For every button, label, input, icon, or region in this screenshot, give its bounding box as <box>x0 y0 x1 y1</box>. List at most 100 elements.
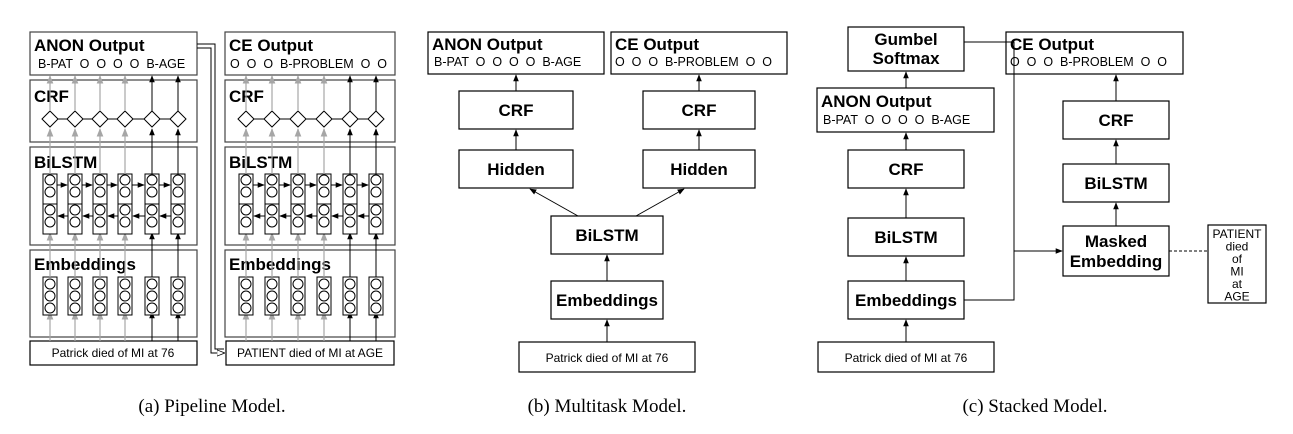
crf-node <box>237 110 255 128</box>
stacked-bilstm-label: BiLSTM <box>874 228 937 247</box>
lstm-unit <box>69 186 81 198</box>
stacked-connector-embeddings-masked <box>964 251 1015 301</box>
side-word: at <box>1232 277 1243 291</box>
stacked-ce-crf-label: CRF <box>1099 111 1134 130</box>
lstm-unit <box>94 204 106 216</box>
embedding-unit <box>119 278 131 290</box>
lstm-unit <box>370 204 382 216</box>
multitask-anon-hidden-label: Hidden <box>487 160 545 179</box>
lstm-unit <box>266 186 278 198</box>
stacked-ce-output-title: CE Output <box>1010 35 1094 54</box>
stacked-ce-bilstm-label: BiLSTM <box>1084 174 1147 193</box>
crf-node <box>41 110 59 128</box>
stacked-embeddings-label: Embeddings <box>855 291 957 310</box>
stacked-caption: (c) Stacked Model. <box>962 396 1107 417</box>
lstm-unit <box>292 186 304 198</box>
lstm-unit <box>44 216 56 228</box>
lstm-unit <box>44 174 56 186</box>
stacked-masked-line2: Embedding <box>1070 252 1163 271</box>
crf-node <box>66 110 84 128</box>
crf-node <box>116 110 134 128</box>
crf-node <box>341 110 359 128</box>
lstm-unit <box>344 216 356 228</box>
crf-node <box>367 110 385 128</box>
multitask-embeddings-label: Embeddings <box>556 291 658 310</box>
pipeline-anon-to-masked-connector <box>197 47 224 353</box>
lstm-unit <box>240 216 252 228</box>
embedding-unit <box>318 278 330 290</box>
lstm-unit <box>240 204 252 216</box>
embedding-unit <box>344 302 356 314</box>
stacked-input-text: Patrick died of MI at 76 <box>845 351 968 365</box>
lstm-unit <box>44 186 56 198</box>
embedding-unit <box>172 290 184 302</box>
pipeline-crf-label: CRF <box>34 87 69 106</box>
multitask-embeddings-box <box>550 280 664 320</box>
pipeline-anon-output-labels: B-PAT O O O O B-AGE <box>38 57 185 71</box>
crf-node <box>315 110 333 128</box>
stacked-model: Gumbel Softmax ANON Output B-PAT O O O O… <box>816 26 1267 417</box>
embedding-unit <box>266 302 278 314</box>
crf-node <box>263 110 281 128</box>
multitask-bilstm-label: BiLSTM <box>575 226 638 245</box>
lstm-unit <box>318 216 330 228</box>
stacked-anon-output-title: ANON Output <box>821 92 932 111</box>
pipeline-masked-input-text: PATIENT died of MI at AGE <box>237 346 383 360</box>
lstm-unit <box>69 204 81 216</box>
lstm-unit <box>94 216 106 228</box>
embedding-unit <box>240 302 252 314</box>
lstm-unit <box>172 216 184 228</box>
pipeline-ce-output-title: CE Output <box>229 36 313 55</box>
multitask-input-box <box>518 341 696 373</box>
side-word: MI <box>1230 265 1243 279</box>
embedding-unit <box>69 302 81 314</box>
stacked-ce-output-labels: O O O B-PROBLEM O O <box>1010 55 1167 69</box>
embedding-unit <box>344 290 356 302</box>
multitask-ce-crf-label: CRF <box>682 101 717 120</box>
lstm-unit <box>44 204 56 216</box>
lstm-unit <box>370 216 382 228</box>
crf-node <box>143 110 161 128</box>
embedding-unit <box>172 278 184 290</box>
stacked-bilstm-box <box>847 217 965 257</box>
pipeline-ce-output-labels: O O O B-PROBLEM O O <box>230 57 387 71</box>
lstm-unit <box>318 204 330 216</box>
stacked-gumbel-box <box>847 26 965 72</box>
lstm-unit <box>370 186 382 198</box>
pipeline-ce-stack <box>237 75 385 341</box>
lstm-unit <box>94 174 106 186</box>
multitask-anon-hidden-box <box>458 149 574 189</box>
lstm-unit <box>146 186 158 198</box>
multitask-anon-crf-box <box>458 90 574 130</box>
stacked-gumbel-line1: Gumbel <box>874 30 937 49</box>
pipeline-caption: (a) Pipeline Model. <box>138 396 285 417</box>
crf-node <box>289 110 307 128</box>
crf-node <box>91 110 109 128</box>
lstm-unit <box>119 216 131 228</box>
lstm-unit <box>292 216 304 228</box>
multitask-ce-hidden-box <box>642 149 756 189</box>
pipeline-anon-output-panel <box>29 31 198 76</box>
pipeline-embeddings-panel <box>29 249 198 338</box>
embedding-unit <box>344 278 356 290</box>
multitask-anon-output-box <box>427 31 605 75</box>
multitask-anon-output-title: ANON Output <box>432 35 543 54</box>
multitask-model: ANON Output B-PAT O O O O B-AGE CE Outpu… <box>427 31 788 417</box>
embedding-unit <box>44 278 56 290</box>
stacked-gumbel-line2: Softmax <box>872 49 940 68</box>
stacked-masked-line1: Masked <box>1085 232 1147 251</box>
lstm-unit <box>172 204 184 216</box>
lstm-unit <box>240 174 252 186</box>
lstm-unit <box>344 204 356 216</box>
lstm-unit <box>292 204 304 216</box>
embedding-unit <box>266 278 278 290</box>
lstm-unit <box>119 204 131 216</box>
lstm-unit <box>266 204 278 216</box>
pipeline-input-text: Patrick died of MI at 76 <box>52 346 175 360</box>
multitask-ce-hidden-label: Hidden <box>670 160 728 179</box>
embedding-unit <box>94 302 106 314</box>
lstm-unit <box>69 216 81 228</box>
embedding-unit <box>119 302 131 314</box>
stacked-connector-gumbel-masked <box>964 41 1063 254</box>
